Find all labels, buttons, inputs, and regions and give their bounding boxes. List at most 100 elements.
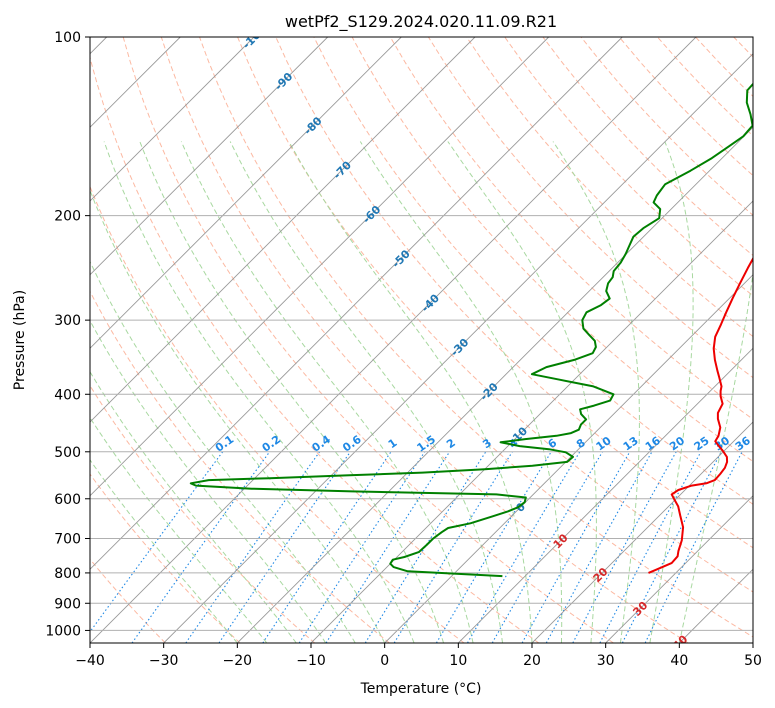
mixing-ratio-line [90,451,224,633]
gridlines [90,37,753,643]
y-axis-label: Pressure (hPa) [12,290,28,390]
isotherm-line [90,37,476,423]
mixing-ratio-line [545,451,653,643]
isotherm-label: -50 [390,247,413,270]
x-tick-label: 40 [670,653,688,669]
mixing-ratio-line [185,451,321,643]
moist-adiabat [90,458,238,643]
x-tick-label: 10 [449,653,467,669]
y-axis-ticks: 100 200 300 400 500 600 700 800 900 1000 [45,30,90,639]
x-tick-label: −40 [75,653,105,669]
isotherm-line [531,421,753,643]
dry-adiabat [122,37,614,643]
mixing-ratio-label: 1 [386,436,400,451]
isotherm-line [90,37,697,643]
mixing-ratio-label: 36 [733,434,753,454]
x-tick-label: 0 [380,653,389,669]
moist-adiabat [552,141,640,643]
moist-adiabat [359,141,563,643]
dry-adiabat [90,473,241,643]
x-tick-label: 20 [523,653,541,669]
temperature-line [648,256,753,574]
mixing-ratio-line [521,451,631,643]
isotherm-label: -80 [301,114,324,137]
mixing-ratio-label: 16 [643,434,663,454]
dry-adiabat [90,384,316,643]
dry-adiabat [90,558,166,643]
dry-adiabat [90,185,465,643]
dry-adiabat [90,55,540,643]
y-tick-label: 500 [54,445,81,461]
dry-adiabat [275,37,753,549]
x-tick-label: −20 [223,653,253,669]
dry-adiabat [199,37,753,638]
isotherm-label: -30 [448,336,471,359]
x-tick-label: 30 [597,653,615,669]
dry-adiabat [733,37,753,58]
dewpoint-line [189,82,753,578]
isotherm-line [605,495,753,643]
mixing-ratio-line [364,451,487,643]
chart-title: wetPf2_S129.2024.020.11.09.R21 [285,12,557,32]
plot-frame [89,36,754,644]
isotherm-label: 40 [670,632,690,652]
background-lines [90,37,753,643]
isotherm-line [752,642,753,643]
dry-adiabat [389,37,753,420]
mixing-ratio-label: 2 [444,436,458,451]
isotherm-line [384,274,753,643]
dry-adiabat [313,37,753,505]
x-tick-label: 50 [744,653,762,669]
mixing-ratio-line [131,451,271,643]
mixing-ratio-label: 25 [692,434,712,453]
isotherm-line [90,37,550,497]
series-layer [189,82,753,578]
y-tick-label: 1000 [45,623,81,639]
dry-adiabat [351,37,753,463]
isotherm-label: -70 [331,158,354,181]
isotherm-line [90,37,402,349]
y-tick-label: 200 [54,209,81,225]
mixing-ratio-line [262,451,392,643]
y-tick-label: 900 [54,596,81,612]
y-tick-label: 600 [54,492,81,508]
x-tick-label: −30 [149,653,179,669]
isotherm-label: -60 [360,203,383,226]
isotherm-label: -90 [272,70,295,93]
x-axis-label: Temperature (°C) [360,681,482,697]
y-tick-label: 800 [54,566,81,582]
mixing-ratio-label: 20 [667,434,687,454]
isotherm-line [90,37,255,202]
mixing-ratio-label: 13 [621,434,641,453]
moist-adiabat [649,141,694,643]
x-axis-ticks: −40 −30 −20 −10 0 10 20 30 40 50 [75,643,762,669]
y-tick-label: 400 [54,387,81,403]
isotherm-line [163,53,753,643]
y-tick-label: 100 [54,30,81,46]
mixing-ratio-label: 3 [480,436,494,451]
dry-adiabat [237,37,753,593]
isotherm-line [457,347,753,643]
isotherm-line [678,568,753,643]
y-tick-label: 300 [54,313,81,329]
dry-adiabat [466,37,753,338]
mixing-ratio-label: 8 [574,436,588,451]
mixing-ratio-line [644,451,743,643]
mixing-ratio-line [435,451,552,643]
isotherm-line [90,37,329,276]
mixing-ratio-line [218,451,351,643]
dry-adiabat [427,37,753,379]
mixing-ratio-line [298,451,426,643]
mixing-ratio-line [599,451,702,643]
isotherm-line [310,200,753,643]
isotherm-label: -40 [419,291,442,314]
isotherm-line [90,37,623,570]
mixing-ratio-line [572,451,677,643]
dry-adiabat [504,37,753,297]
mixing-ratio-label: 10 [594,434,614,454]
dry-adiabat [695,37,753,98]
dry-adiabat [160,37,689,643]
dry-adiabat [542,37,753,257]
